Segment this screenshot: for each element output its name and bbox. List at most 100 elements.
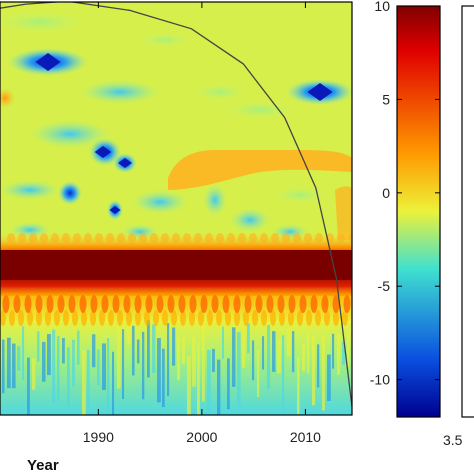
band-bead bbox=[156, 295, 164, 313]
lower-bead bbox=[333, 310, 339, 326]
colorbar-tick-label: -10 bbox=[370, 372, 390, 388]
lower-streak bbox=[157, 338, 161, 403]
lower-streak bbox=[27, 357, 30, 415]
lower-bead bbox=[252, 310, 258, 326]
heatmap-blob bbox=[190, 82, 250, 102]
lower-bead bbox=[108, 310, 114, 326]
blue-diamond bbox=[94, 146, 112, 158]
band-bead bbox=[277, 295, 285, 313]
lower-streak bbox=[97, 349, 100, 386]
lower-streak bbox=[12, 343, 16, 389]
heatmap-blob bbox=[220, 100, 300, 120]
band-bead bbox=[134, 295, 142, 313]
lower-bead bbox=[90, 310, 96, 326]
lower-bead bbox=[135, 310, 141, 326]
lower-streak bbox=[297, 356, 300, 414]
band-bead-top bbox=[117, 233, 125, 243]
plot-frame bbox=[0, 1, 353, 416]
colorbar-tick-label: 5 bbox=[382, 91, 390, 107]
lower-streak bbox=[172, 327, 176, 366]
band-bead bbox=[24, 295, 32, 313]
lower-streaks bbox=[0, 310, 350, 415]
blue-diamond bbox=[35, 53, 61, 71]
lower-streak bbox=[162, 348, 165, 408]
lower-streak bbox=[132, 325, 135, 376]
band-bead-top bbox=[271, 233, 279, 243]
blue-diamond bbox=[307, 83, 333, 101]
band-bead-top bbox=[95, 233, 103, 243]
band-bead-top bbox=[227, 233, 235, 243]
lower-streak bbox=[177, 337, 181, 381]
lower-streak bbox=[102, 343, 106, 390]
blue-diamond bbox=[109, 206, 121, 214]
lower-streak bbox=[242, 327, 246, 368]
heatmap-blob bbox=[135, 32, 195, 48]
band-bead bbox=[68, 295, 76, 313]
band-bead-top bbox=[40, 233, 48, 243]
band-bead-top bbox=[172, 233, 180, 243]
heatmap-blob bbox=[0, 10, 90, 34]
band-bead bbox=[233, 295, 241, 313]
lower-bead bbox=[153, 310, 159, 326]
lower-streak bbox=[107, 338, 110, 411]
lower-streak bbox=[167, 323, 170, 396]
lower-streak bbox=[337, 334, 341, 375]
band-bead-top bbox=[348, 233, 352, 243]
lower-bead bbox=[207, 310, 213, 326]
band-bead-top bbox=[51, 233, 59, 243]
lower-streak bbox=[87, 349, 90, 409]
heatmap-plot bbox=[0, 2, 352, 415]
band-bead bbox=[145, 295, 153, 313]
x-axis-ticks: 1990 2000 2010 bbox=[83, 2, 321, 445]
lower-bead bbox=[225, 310, 231, 326]
lower-bead bbox=[342, 310, 348, 326]
dark-red-core bbox=[0, 250, 352, 280]
lower-streak bbox=[62, 338, 65, 364]
heatmap-blob bbox=[0, 88, 15, 108]
lower-streak bbox=[72, 339, 75, 387]
orange-region-right bbox=[335, 186, 352, 240]
band-bead bbox=[57, 295, 65, 313]
lower-bead bbox=[54, 310, 60, 326]
lower-streak bbox=[192, 336, 196, 387]
lower-streak bbox=[17, 346, 21, 371]
band-bead-top bbox=[249, 233, 257, 243]
band-bead-top bbox=[18, 233, 26, 243]
second-colorbar-tick-label: 3.5 bbox=[443, 432, 463, 448]
lower-streak bbox=[267, 325, 271, 389]
lower-bead bbox=[117, 310, 123, 326]
lower-bead bbox=[27, 310, 33, 326]
band-bead bbox=[13, 295, 21, 313]
colorbar: 10 5 0 -5 -10 bbox=[370, 0, 441, 418]
colorbar-tick-label: 10 bbox=[374, 0, 390, 14]
lower-bead bbox=[324, 310, 330, 326]
lower-streak bbox=[322, 335, 325, 411]
band-bead-top bbox=[128, 233, 136, 243]
lower-streak bbox=[22, 326, 25, 380]
lower-bead bbox=[81, 310, 87, 326]
x-axis-label: Year bbox=[27, 457, 59, 474]
heatmap-blob bbox=[230, 208, 270, 232]
lower-bead bbox=[162, 310, 168, 326]
lower-bead bbox=[9, 310, 15, 326]
lower-streak bbox=[197, 341, 200, 415]
band-beads bbox=[2, 233, 352, 313]
band-bead-top bbox=[337, 233, 345, 243]
lower-streak bbox=[122, 329, 125, 400]
heatmap-blob bbox=[30, 120, 110, 148]
lower-streak bbox=[37, 331, 40, 362]
lower-bead bbox=[279, 310, 285, 326]
x-tick-label: 2010 bbox=[290, 429, 321, 445]
lower-streak bbox=[217, 359, 221, 415]
lower-streak bbox=[212, 348, 215, 372]
heatmap-blob bbox=[0, 180, 60, 200]
lower-streak bbox=[147, 320, 150, 378]
band-bead-top bbox=[106, 233, 114, 243]
lower-streak bbox=[247, 323, 250, 354]
cone-of-influence bbox=[0, 2, 352, 407]
x-tick-label: 2000 bbox=[186, 429, 217, 445]
lower-streak bbox=[182, 336, 185, 365]
lower-streak bbox=[237, 332, 241, 407]
band-bead-top bbox=[62, 233, 70, 243]
heatmap-blob bbox=[58, 181, 82, 205]
